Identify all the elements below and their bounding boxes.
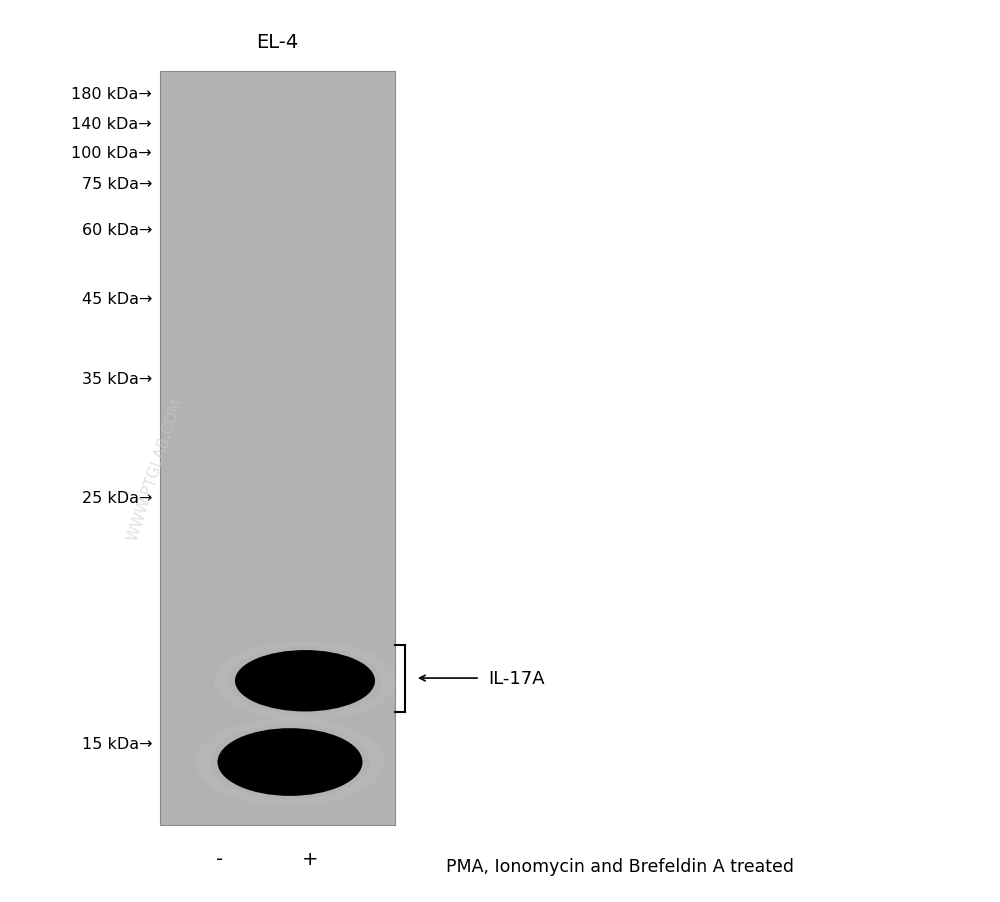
Ellipse shape <box>241 653 369 709</box>
Ellipse shape <box>235 650 375 712</box>
Text: 45 kDa→: 45 kDa→ <box>82 292 152 307</box>
Ellipse shape <box>218 729 362 796</box>
Ellipse shape <box>255 659 355 703</box>
Ellipse shape <box>196 718 384 806</box>
Text: WWW.PTGLAB.COM: WWW.PTGLAB.COM <box>125 396 185 542</box>
Text: 100 kDa→: 100 kDa→ <box>71 146 152 161</box>
Bar <box>160 72 395 825</box>
Text: 75 kDa→: 75 kDa→ <box>82 177 152 191</box>
Text: 25 kDa→: 25 kDa→ <box>82 491 152 505</box>
Ellipse shape <box>238 738 342 787</box>
Text: 180 kDa→: 180 kDa→ <box>71 87 152 102</box>
Text: 60 kDa→: 60 kDa→ <box>82 223 152 237</box>
Text: 15 kDa→: 15 kDa→ <box>82 737 152 751</box>
Text: +: + <box>302 849 318 869</box>
Ellipse shape <box>228 647 382 715</box>
Text: EL-4: EL-4 <box>256 33 299 52</box>
Ellipse shape <box>210 725 370 799</box>
Ellipse shape <box>224 732 356 793</box>
Ellipse shape <box>269 665 341 697</box>
Text: IL-17A: IL-17A <box>488 669 545 687</box>
Ellipse shape <box>252 745 328 779</box>
Text: 140 kDa→: 140 kDa→ <box>71 117 152 132</box>
Text: -: - <box>216 849 224 869</box>
Text: PMA, Ionomycin and Brefeldin A treated: PMA, Ionomycin and Brefeldin A treated <box>446 857 794 875</box>
Text: 35 kDa→: 35 kDa→ <box>82 372 152 386</box>
Ellipse shape <box>214 641 396 721</box>
